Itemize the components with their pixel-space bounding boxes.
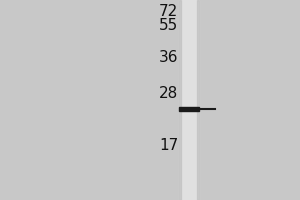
Text: 36: 36 xyxy=(159,50,178,66)
Bar xyxy=(179,0,181,200)
Text: 55: 55 xyxy=(159,19,178,33)
Text: 72: 72 xyxy=(159,4,178,20)
Bar xyxy=(197,0,199,200)
Bar xyxy=(179,107,199,111)
Text: 17: 17 xyxy=(159,138,178,154)
Bar xyxy=(179,0,199,200)
Text: 28: 28 xyxy=(159,86,178,101)
